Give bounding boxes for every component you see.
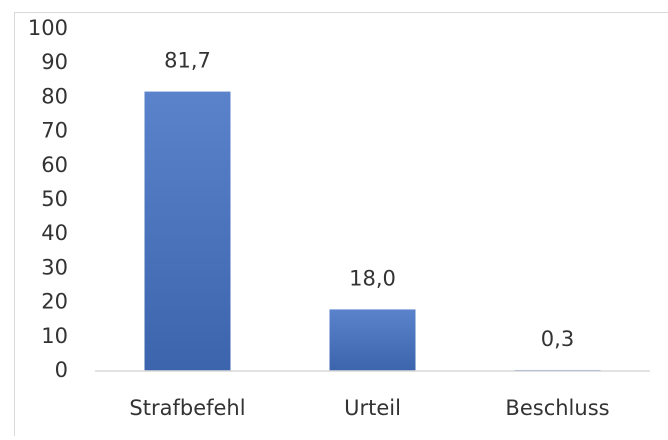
y-tick-label: 20 bbox=[41, 290, 68, 314]
data-label: 0,3 bbox=[541, 327, 574, 351]
y-tick-label: 70 bbox=[41, 119, 68, 143]
data-label: 18,0 bbox=[349, 266, 396, 290]
y-tick-label: 40 bbox=[41, 221, 68, 245]
x-tick-label: Strafbefehl bbox=[129, 396, 245, 420]
bar-shade bbox=[145, 92, 231, 371]
y-tick-label: 10 bbox=[41, 324, 68, 348]
y-tick-label: 60 bbox=[41, 153, 68, 177]
chart-frame bbox=[15, 13, 668, 437]
data-label: 81,7 bbox=[164, 49, 211, 73]
bar-shade bbox=[330, 309, 416, 371]
y-tick-label: 80 bbox=[41, 84, 68, 108]
y-tick-label: 100 bbox=[28, 16, 68, 40]
y-tick-label: 0 bbox=[55, 358, 68, 382]
x-tick-label: Beschluss bbox=[505, 396, 609, 420]
y-tick-label: 90 bbox=[41, 50, 68, 74]
x-tick-label: Urteil bbox=[344, 396, 401, 420]
y-tick-label: 50 bbox=[41, 187, 68, 211]
y-tick-label: 30 bbox=[41, 255, 68, 279]
